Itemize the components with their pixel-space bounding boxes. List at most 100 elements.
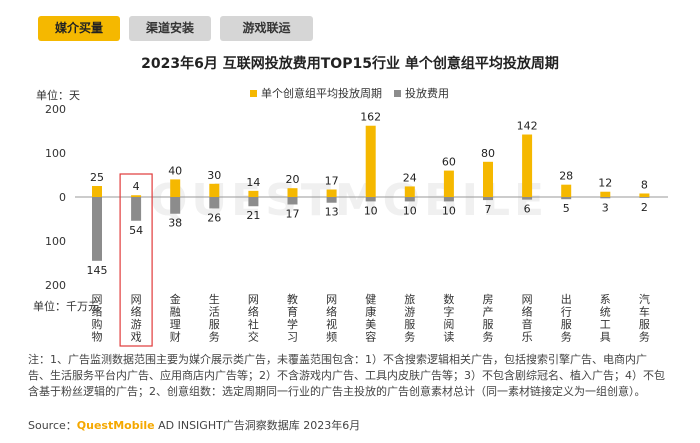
data-label-period: 80 <box>481 147 495 160</box>
legend-item-period: 单个创意组平均投放周期 <box>250 85 382 101</box>
bar-spend <box>639 197 650 198</box>
category-label-char: 容 <box>365 330 376 344</box>
category-label-char: 出 <box>561 292 572 306</box>
source-suffix: AD INSIGHT广告洞察数据库 2023年6月 <box>154 419 361 432</box>
tab-bar: 媒介买量 渠道安装 游戏联运 <box>38 16 313 41</box>
data-label-spend: 145 <box>87 264 108 277</box>
category-label-char: 健 <box>365 293 376 306</box>
category-label-char: 网 <box>522 293 533 306</box>
data-label-spend: 54 <box>129 224 143 237</box>
category-label-char: 务 <box>209 331 220 344</box>
category-label-char: 房 <box>483 293 494 306</box>
data-label-spend: 2 <box>641 201 648 214</box>
data-label-period: 8 <box>641 178 648 191</box>
category-label-char: 络 <box>248 305 259 319</box>
category-label-char: 服 <box>209 318 220 331</box>
category-label-char: 汽 <box>639 292 650 306</box>
chart-title: 2023年6月 互联网投放费用TOP15行业 单个创意组平均投放周期 <box>141 56 559 72</box>
data-label-spend: 21 <box>246 209 260 222</box>
category-label-char: 网 <box>131 293 142 306</box>
data-label-spend: 10 <box>364 204 378 217</box>
unit-label-spend: 单位：千万元 <box>33 300 99 313</box>
category-label-char: 工 <box>600 318 611 331</box>
category-label-char: 视 <box>326 317 337 331</box>
bar-spend <box>248 197 259 207</box>
data-label-spend: 7 <box>485 203 492 216</box>
unit-label-days: 单位：天 <box>36 89 80 102</box>
source-line: Source：QuestMobile AD INSIGHT广告洞察数据库 202… <box>28 417 360 433</box>
data-label-spend: 5 <box>563 202 570 215</box>
data-label-period: 20 <box>286 173 300 186</box>
bar-spend <box>483 197 493 201</box>
bar-period <box>522 134 533 197</box>
data-label-period: 25 <box>90 171 104 184</box>
data-label-spend: 10 <box>442 204 456 217</box>
category-label-char: 频 <box>326 330 337 344</box>
data-label-spend: 13 <box>325 206 339 219</box>
category-label-char: 生 <box>209 292 220 306</box>
tab-channel-install[interactable]: 渠道安装 <box>129 16 211 41</box>
bar-spend <box>600 197 611 199</box>
category-label-char: 统 <box>600 306 611 319</box>
category-label-char: 务 <box>483 331 494 344</box>
data-label-spend: 17 <box>286 207 300 220</box>
bar-spend <box>131 197 142 221</box>
y-tick-label: 100 <box>45 235 66 248</box>
category-label-char: 车 <box>639 305 650 319</box>
category-label-char: 阅 <box>443 318 454 331</box>
bar-period <box>639 193 650 197</box>
data-label-period: 60 <box>442 156 456 169</box>
category-label-char: 游 <box>131 318 142 331</box>
category-label-char: 育 <box>287 305 298 319</box>
bar-spend <box>404 197 415 202</box>
legend-swatch-period <box>250 89 257 97</box>
category-label-char: 理 <box>170 318 181 331</box>
category-label-char: 络 <box>326 305 337 319</box>
data-label-period: 162 <box>360 111 381 124</box>
y-tick-label: 0 <box>59 191 66 204</box>
category-label-char: 融 <box>170 306 181 319</box>
category-label-char: 产 <box>483 305 494 319</box>
category-label-char: 服 <box>404 318 415 331</box>
category-label-char: 乐 <box>522 331 533 344</box>
source-prefix: Source： <box>28 419 77 432</box>
category-label-char: 务 <box>561 331 572 344</box>
legend-item-spend: 投放费用 <box>394 85 449 101</box>
category-label-char: 服 <box>639 318 650 331</box>
category-label-char: 务 <box>639 331 650 344</box>
bar-spend <box>209 197 220 209</box>
category-label-char: 络 <box>92 305 103 319</box>
category-label-char: 网 <box>248 293 259 306</box>
bar-spend <box>365 197 376 202</box>
source-brand: QuestMobile <box>76 419 155 432</box>
highlight-box <box>119 173 153 347</box>
bar-spend <box>287 197 298 205</box>
footnote: 注：1、广告监测数据范围主要为媒介展示类广告，未覆盖范围包含：1）不含搜索逻辑相… <box>28 353 665 398</box>
bar-spend <box>561 197 572 200</box>
category-label-char: 数 <box>443 293 454 306</box>
bar-period <box>248 190 259 197</box>
data-label-period: 40 <box>168 164 182 177</box>
category-label-char: 学 <box>287 317 298 331</box>
category-label-char: 网 <box>92 293 103 306</box>
category-label-char: 康 <box>365 305 376 319</box>
category-label-char: 服 <box>561 318 572 331</box>
category-label-char: 教 <box>287 293 298 306</box>
bar-period <box>561 184 572 197</box>
data-label-period: 12 <box>598 177 612 190</box>
tab-media-buying[interactable]: 媒介买量 <box>38 16 120 41</box>
bar-period <box>365 125 376 197</box>
data-label-spend: 26 <box>207 211 221 224</box>
category-label-char: 习 <box>287 331 298 344</box>
category-label-char: 行 <box>561 306 572 319</box>
category-label-char: 具 <box>600 331 611 344</box>
chart-legend: 单个创意组平均投放周期 投放费用 <box>250 85 449 101</box>
category-label-char: 务 <box>404 331 415 344</box>
bar-spend <box>170 197 181 214</box>
category-label-char: 旅 <box>404 292 415 306</box>
category-label-char: 美 <box>365 318 376 331</box>
category-label-char: 音 <box>522 317 533 331</box>
tab-game-joint-operation[interactable]: 游戏联运 <box>220 16 313 41</box>
bar-spend <box>92 197 102 261</box>
bar-period <box>443 170 454 197</box>
